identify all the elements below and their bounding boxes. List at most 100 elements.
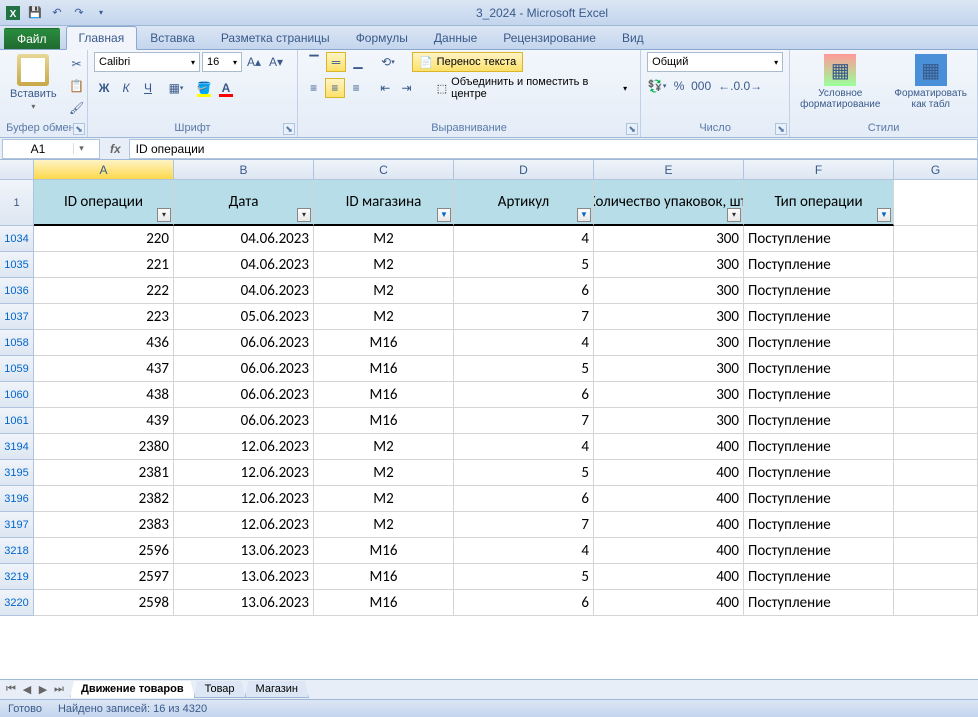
font-name-combo[interactable]: Calibri▾: [94, 52, 200, 72]
fill-color-icon[interactable]: 🪣: [194, 78, 214, 98]
align-middle-icon[interactable]: ═: [326, 52, 346, 72]
cell[interactable]: М16: [314, 382, 454, 408]
sheet-tab[interactable]: Товар: [194, 681, 246, 698]
cell[interactable]: [894, 304, 978, 330]
cell[interactable]: 13.06.2023: [174, 538, 314, 564]
grow-font-icon[interactable]: A▴: [244, 52, 264, 72]
cell[interactable]: 12.06.2023: [174, 460, 314, 486]
tab-pagelayout[interactable]: Разметка страницы: [208, 26, 343, 49]
header-cell[interactable]: Дата▾: [174, 180, 314, 226]
row-header[interactable]: 1: [0, 180, 34, 226]
cell[interactable]: 220: [34, 226, 174, 252]
cell[interactable]: 439: [34, 408, 174, 434]
cell[interactable]: [894, 226, 978, 252]
cell[interactable]: [894, 382, 978, 408]
row-header[interactable]: 1034: [0, 226, 34, 252]
cell[interactable]: 400: [594, 460, 744, 486]
cell[interactable]: 2381: [34, 460, 174, 486]
row-header[interactable]: 3219: [0, 564, 34, 590]
cell[interactable]: [894, 460, 978, 486]
alignment-launcher-icon[interactable]: ⬊: [626, 123, 638, 135]
cell[interactable]: [894, 590, 978, 616]
cell[interactable]: [894, 356, 978, 382]
name-box[interactable]: ▾: [2, 139, 100, 159]
column-header[interactable]: C: [314, 160, 454, 180]
tab-insert[interactable]: Вставка: [137, 26, 208, 49]
increase-decimal-icon[interactable]: ←.0: [719, 76, 739, 96]
cell[interactable]: 6: [454, 486, 594, 512]
row-header[interactable]: 3220: [0, 590, 34, 616]
cell[interactable]: 221: [34, 252, 174, 278]
percent-icon[interactable]: %: [669, 76, 689, 96]
cell[interactable]: 400: [594, 538, 744, 564]
cell[interactable]: 06.06.2023: [174, 382, 314, 408]
cell[interactable]: 7: [454, 408, 594, 434]
filter-active-icon[interactable]: ▼: [577, 208, 591, 222]
header-cell[interactable]: ID операции▾: [34, 180, 174, 226]
cell[interactable]: 4: [454, 434, 594, 460]
cell[interactable]: М2: [314, 460, 454, 486]
cell[interactable]: 5: [454, 460, 594, 486]
undo-icon[interactable]: ↶: [48, 4, 66, 22]
row-header[interactable]: 1059: [0, 356, 34, 382]
cell[interactable]: 2382: [34, 486, 174, 512]
cut-icon[interactable]: ✂: [67, 54, 87, 74]
filter-active-icon[interactable]: ▼: [877, 208, 891, 222]
cell[interactable]: 400: [594, 564, 744, 590]
cell[interactable]: 2597: [34, 564, 174, 590]
cell[interactable]: Поступление: [744, 460, 894, 486]
cell[interactable]: 5: [454, 356, 594, 382]
cell[interactable]: 436: [34, 330, 174, 356]
cell[interactable]: 438: [34, 382, 174, 408]
number-format-combo[interactable]: Общий▾: [647, 52, 783, 72]
align-right-icon[interactable]: ≡: [347, 78, 366, 98]
cell[interactable]: М2: [314, 512, 454, 538]
cell[interactable]: 300: [594, 408, 744, 434]
formula-input[interactable]: [129, 139, 978, 159]
cell[interactable]: Поступление: [744, 356, 894, 382]
cell[interactable]: 300: [594, 356, 744, 382]
currency-icon[interactable]: 💱▾: [647, 76, 667, 96]
cell[interactable]: 05.06.2023: [174, 304, 314, 330]
cell[interactable]: 437: [34, 356, 174, 382]
cell[interactable]: 04.06.2023: [174, 252, 314, 278]
row-header[interactable]: 1036: [0, 278, 34, 304]
cell[interactable]: Поступление: [744, 538, 894, 564]
filter-dropdown-icon[interactable]: ▾: [157, 208, 171, 222]
number-launcher-icon[interactable]: ⬊: [775, 123, 787, 135]
row-header[interactable]: 1061: [0, 408, 34, 434]
cell[interactable]: Поступление: [744, 590, 894, 616]
sheet-nav-last-icon[interactable]: ⏭: [52, 683, 66, 696]
cell[interactable]: 2596: [34, 538, 174, 564]
cell[interactable]: М16: [314, 564, 454, 590]
font-launcher-icon[interactable]: ⬊: [283, 123, 295, 135]
copy-icon[interactable]: 📋: [67, 76, 87, 96]
cell[interactable]: 06.06.2023: [174, 408, 314, 434]
header-cell[interactable]: [894, 180, 978, 226]
cell[interactable]: Поступление: [744, 278, 894, 304]
select-all-corner[interactable]: [0, 160, 34, 180]
font-size-combo[interactable]: 16▾: [202, 52, 242, 72]
sheet-nav-first-icon[interactable]: ⏮: [4, 683, 18, 696]
cell[interactable]: Поступление: [744, 434, 894, 460]
cell[interactable]: М16: [314, 538, 454, 564]
sheet-nav-prev-icon[interactable]: ◀: [20, 683, 34, 696]
cell[interactable]: 4: [454, 330, 594, 356]
decrease-decimal-icon[interactable]: .0→: [741, 76, 761, 96]
tab-view[interactable]: Вид: [609, 26, 657, 49]
cell[interactable]: 04.06.2023: [174, 226, 314, 252]
cell[interactable]: [894, 564, 978, 590]
cell[interactable]: М16: [314, 408, 454, 434]
bold-button[interactable]: Ж: [94, 78, 114, 98]
cell[interactable]: Поступление: [744, 226, 894, 252]
cell[interactable]: 5: [454, 252, 594, 278]
cell[interactable]: 300: [594, 252, 744, 278]
cell[interactable]: 400: [594, 434, 744, 460]
header-cell[interactable]: ID магазина▼: [314, 180, 454, 226]
name-box-dropdown-icon[interactable]: ▾: [73, 143, 89, 154]
filter-active-icon[interactable]: ▼: [437, 208, 451, 222]
decrease-indent-icon[interactable]: ⇤: [376, 78, 395, 98]
cell[interactable]: [894, 486, 978, 512]
cell[interactable]: 5: [454, 564, 594, 590]
clipboard-launcher-icon[interactable]: ⬊: [73, 123, 85, 135]
